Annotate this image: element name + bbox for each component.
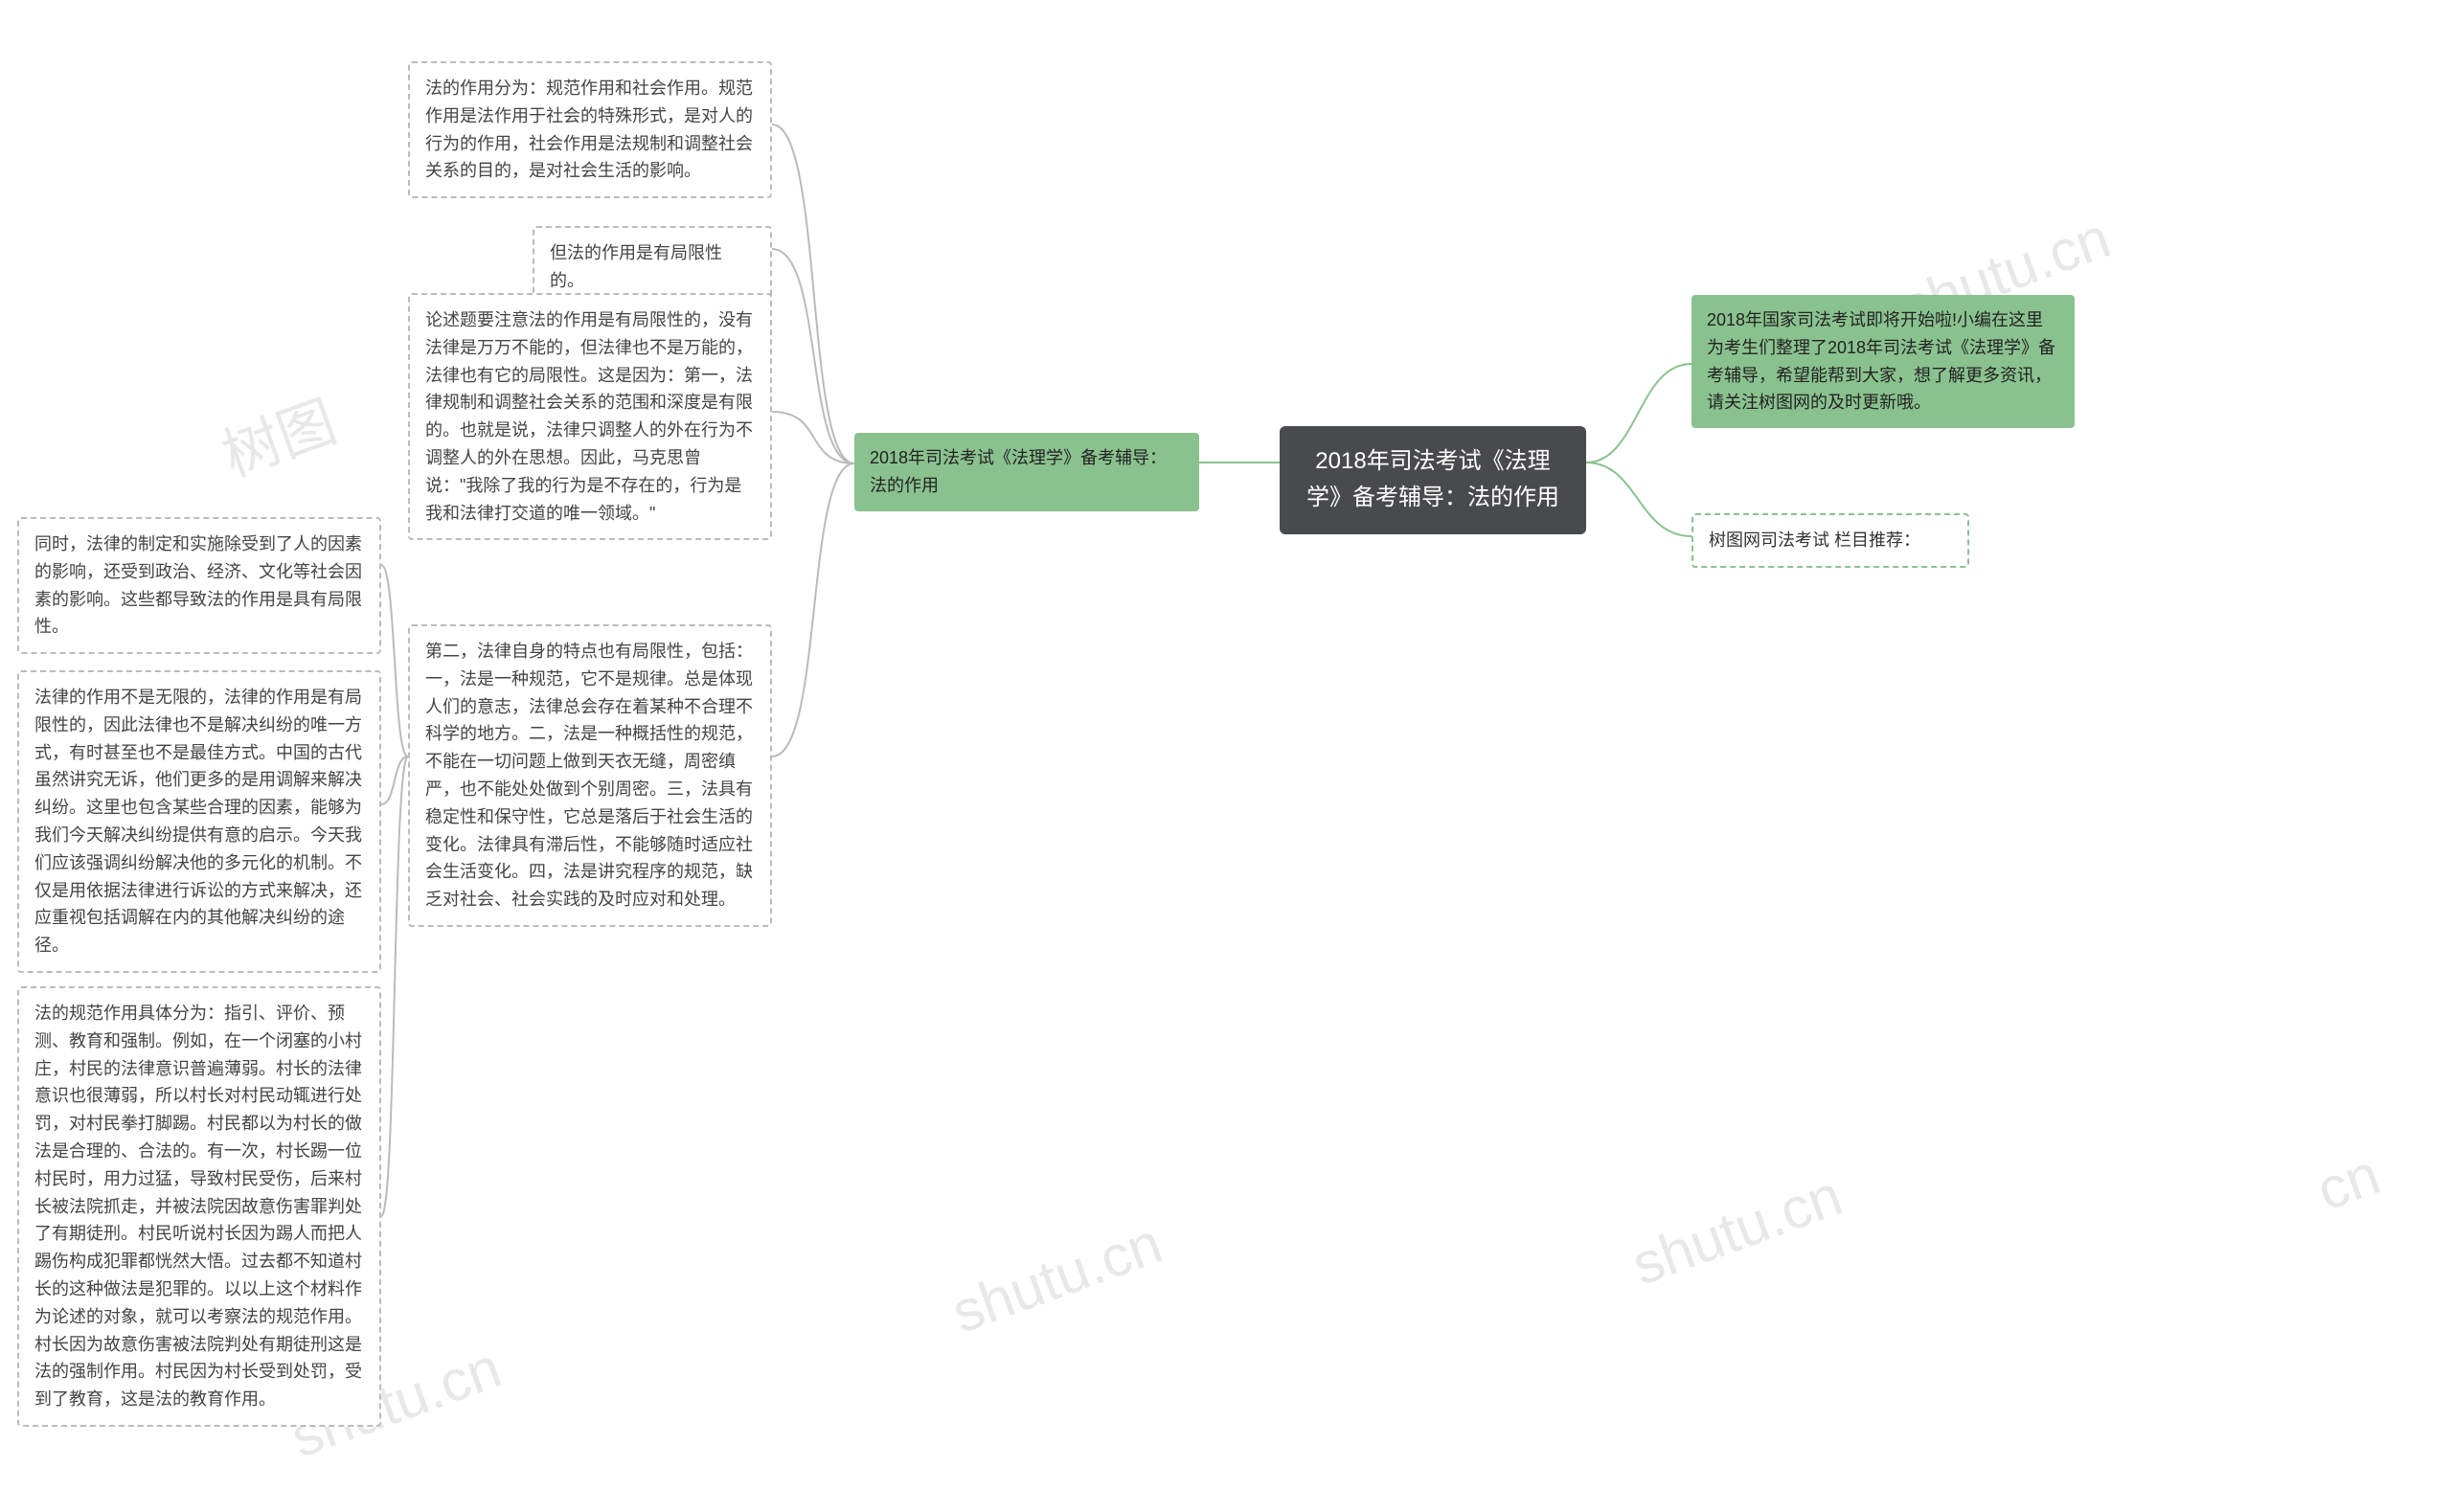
node-normative-examples[interactable]: 法的规范作用具体分为：指引、评价、预测、教育和强制。例如，在一个闭塞的小村庄，村… (17, 986, 381, 1427)
watermark: shutu.cn (943, 1209, 1170, 1345)
root-node[interactable]: 2018年司法考试《法理学》备考辅导：法的作用 (1280, 426, 1586, 534)
node-essay-limits[interactable]: 论述题要注意法的作用是有局限性的，没有法律是万万不能的，但法律也不是万能的，法律… (408, 293, 772, 540)
right-child-recommend[interactable]: 树图网司法考试 栏目推荐： (1691, 513, 1969, 568)
node-not-unlimited[interactable]: 法律的作用不是无限的，法律的作用是有局限性的，因此法律也不是解决纠纷的唯一方式，… (17, 670, 381, 973)
left-child-topic[interactable]: 2018年司法考试《法理学》备考辅导：法的作用 (854, 433, 1199, 511)
node-functions-split[interactable]: 法的作用分为：规范作用和社会作用。规范作用是法作用于社会的特殊形式，是对人的行为… (408, 61, 772, 198)
node-second-limits[interactable]: 第二，法律自身的特点也有局限性，包括：一，法是一种规范，它不是规律。总是体现人们… (408, 624, 772, 927)
watermark: 树图 (210, 375, 347, 493)
node-meanwhile-factors[interactable]: 同时，法律的制定和实施除受到了人的因素的影响，还受到政治、经济、文化等社会因素的… (17, 517, 381, 654)
right-child-intro[interactable]: 2018年国家司法考试即将开始啦!小编在这里为考生们整理了2018年司法考试《法… (1691, 295, 2075, 428)
watermark: shutu.cn (1623, 1162, 1850, 1298)
watermark: cn (2308, 1140, 2388, 1224)
